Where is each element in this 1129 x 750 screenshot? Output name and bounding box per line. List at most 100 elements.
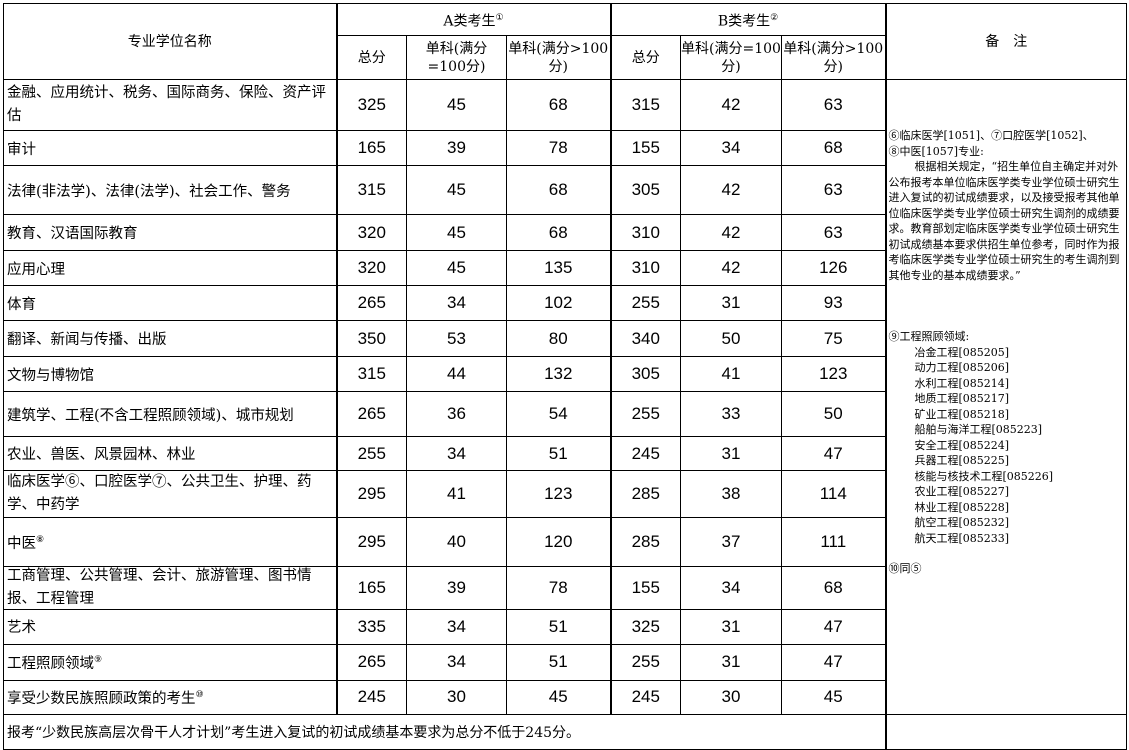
- score-a-total: 295: [335, 470, 407, 518]
- score-b-single-gt100: 63: [781, 165, 886, 215]
- score-b-total: 315: [609, 79, 681, 131]
- score-a-single-gt100: 123: [506, 470, 611, 518]
- note-10: ⑩同⑤: [888, 562, 922, 575]
- score-b-single-gt100: 126: [781, 250, 886, 286]
- score-b-single100: 34: [680, 566, 782, 610]
- score-a-single100: 36: [406, 391, 507, 437]
- table-row: 工商管理、公共管理、会计、旅游管理、图书情报、工程管理 165 39 78 155 34 6…: [3, 566, 1127, 610]
- score-b-single100: 33: [680, 391, 782, 437]
- header-a-total: 总分: [335, 35, 407, 80]
- engineering-field-item: 船舶与海洋工程[085223]: [914, 423, 1043, 436]
- score-a-total: 350: [335, 320, 407, 357]
- score-a-single100: 45: [406, 79, 507, 131]
- score-a-total: 320: [335, 214, 407, 251]
- header-b-single100: 单科(满分=100分): [680, 35, 782, 80]
- degree-name: 文物与博物馆: [3, 356, 337, 392]
- score-b-total: 305: [609, 165, 681, 215]
- score-b-single-gt100: 111: [781, 517, 886, 567]
- score-a-single100: 34: [406, 285, 507, 321]
- header-b-single-gt100: 单科(满分>100分): [781, 35, 886, 80]
- score-b-total: 155: [609, 130, 681, 166]
- header-notes: 备 注: [884, 3, 1127, 80]
- table-row: 建筑学、工程(不含工程照顾领域)、城市规划 265 36 54 255 33 50: [3, 391, 1127, 437]
- table-row: 教育、汉语国际教育 320 45 68 310 42 63: [3, 214, 1127, 251]
- score-b-single-gt100: 47: [781, 643, 886, 681]
- degree-name: 享受少数民族照顾政策的考生⑩: [3, 679, 337, 715]
- score-b-total: 285: [609, 470, 681, 518]
- score-a-total: 320: [335, 250, 407, 286]
- score-b-single-gt100: 63: [781, 214, 886, 251]
- score-b-total: 255: [609, 285, 681, 321]
- score-a-single-gt100: 68: [506, 165, 611, 215]
- degree-name: 教育、汉语国际教育: [3, 214, 337, 251]
- score-b-total: 340: [609, 320, 681, 357]
- score-b-single-gt100: 75: [781, 320, 886, 357]
- degree-name: 中医⑧: [3, 517, 337, 567]
- degree-name: 临床医学⑥、口腔医学⑦、公共卫生、护理、药学、中药学: [3, 470, 337, 518]
- degree-name: 艺术: [3, 608, 337, 645]
- score-a-single100: 45: [406, 214, 507, 251]
- score-a-single-gt100: 54: [506, 391, 611, 437]
- score-a-single100: 45: [406, 250, 507, 286]
- note-9: ⑨工程照顾领域: 冶金工程[085205] 动力工程[085206] 水利工程[08…: [889, 329, 1123, 546]
- degree-name: 体育: [3, 285, 337, 321]
- score-a-single100: 34: [406, 643, 507, 681]
- score-a-single100: 45: [406, 165, 507, 215]
- table-row: 中医⑧ 295 40 120 285 37 111: [3, 517, 1127, 567]
- score-b-total: 310: [609, 250, 681, 286]
- score-b-single100: 30: [680, 679, 782, 715]
- engineering-field-item: 兵器工程[085225]: [914, 454, 1010, 467]
- score-a-single100: 30: [406, 679, 507, 715]
- score-a-total: 335: [335, 608, 407, 645]
- engineering-field-item: 动力工程[085206]: [914, 361, 1010, 374]
- score-b-total: 155: [609, 566, 681, 610]
- table-row: 文物与博物馆 315 44 132 305 41 123: [3, 356, 1127, 392]
- footer-note: 报考“少数民族高层次骨干人才计划”考生进入复试的初试成绩基本要求为总分不低于24…: [3, 713, 886, 750]
- score-b-single-gt100: 68: [781, 130, 886, 166]
- header-a-single100: 单科(满分=100分): [406, 35, 507, 80]
- degree-name: 建筑学、工程(不含工程照顾领域)、城市规划: [3, 391, 337, 437]
- score-b-single-gt100: 63: [781, 79, 886, 131]
- engineering-field-item: 地质工程[085217]: [914, 392, 1010, 405]
- score-b-single100: 37: [680, 517, 782, 567]
- score-a-total: 165: [335, 130, 407, 166]
- score-b-single-gt100: 47: [781, 608, 886, 645]
- score-b-single-gt100: 114: [781, 470, 886, 518]
- table-row: 法律(非法学)、法律(法学)、社会工作、警务 315 45 68 305 42 63: [3, 165, 1127, 215]
- score-b-total: 245: [609, 679, 681, 715]
- score-a-single-gt100: 132: [506, 356, 611, 392]
- score-a-total: 265: [335, 391, 407, 437]
- table-row: 享受少数民族照顾政策的考生⑩ 245 30 45 245 30 45: [3, 679, 1127, 715]
- engineering-field-item: 航天工程[085233]: [914, 531, 1010, 545]
- score-a-single-gt100: 51: [506, 436, 611, 471]
- notes-cell: ⑥临床医学[1051]、⑦口腔医学[1052]、 ⑧中医[1057]专业: 根据…: [884, 79, 1127, 715]
- engineering-field-item: 冶金工程[085205]: [914, 345, 1010, 359]
- score-b-single-gt100: 50: [781, 391, 886, 437]
- score-b-single100: 42: [680, 79, 782, 131]
- score-a-total: 325: [335, 79, 407, 131]
- score-b-single100: 50: [680, 320, 782, 357]
- table-row: 农业、兽医、风景园林、林业 255 34 51 245 31 47: [3, 436, 1127, 471]
- degree-name: 法律(非法学)、法律(法学)、社会工作、警务: [3, 165, 337, 215]
- table-row: 翻译、新闻与传播、出版 350 53 80 340 50 75: [3, 320, 1127, 357]
- score-a-single-gt100: 68: [506, 79, 611, 131]
- score-b-total: 325: [609, 608, 681, 645]
- score-b-total: 305: [609, 356, 681, 392]
- table-row: 工程照顾领域⑨ 265 34 51 255 31 47: [3, 643, 1127, 681]
- score-b-total: 255: [609, 391, 681, 437]
- score-a-total: 315: [335, 165, 407, 215]
- score-a-single-gt100: 45: [506, 679, 611, 715]
- score-b-single100: 31: [680, 643, 782, 681]
- engineering-field-item: 水利工程[085214]: [914, 376, 1010, 390]
- score-a-single-gt100: 80: [506, 320, 611, 357]
- score-a-single-gt100: 51: [506, 643, 611, 681]
- score-b-single100: 38: [680, 470, 782, 518]
- score-a-single100: 34: [406, 436, 507, 471]
- score-b-total: 285: [609, 517, 681, 567]
- score-a-single-gt100: 120: [506, 517, 611, 567]
- score-a-single-gt100: 51: [506, 608, 611, 645]
- table-row: 临床医学⑥、口腔医学⑦、公共卫生、护理、药学、中药学 295 41 123 285 38 1…: [3, 470, 1127, 518]
- score-a-total: 265: [335, 643, 407, 681]
- score-a-total: 165: [335, 566, 407, 610]
- score-a-single-gt100: 78: [506, 130, 611, 166]
